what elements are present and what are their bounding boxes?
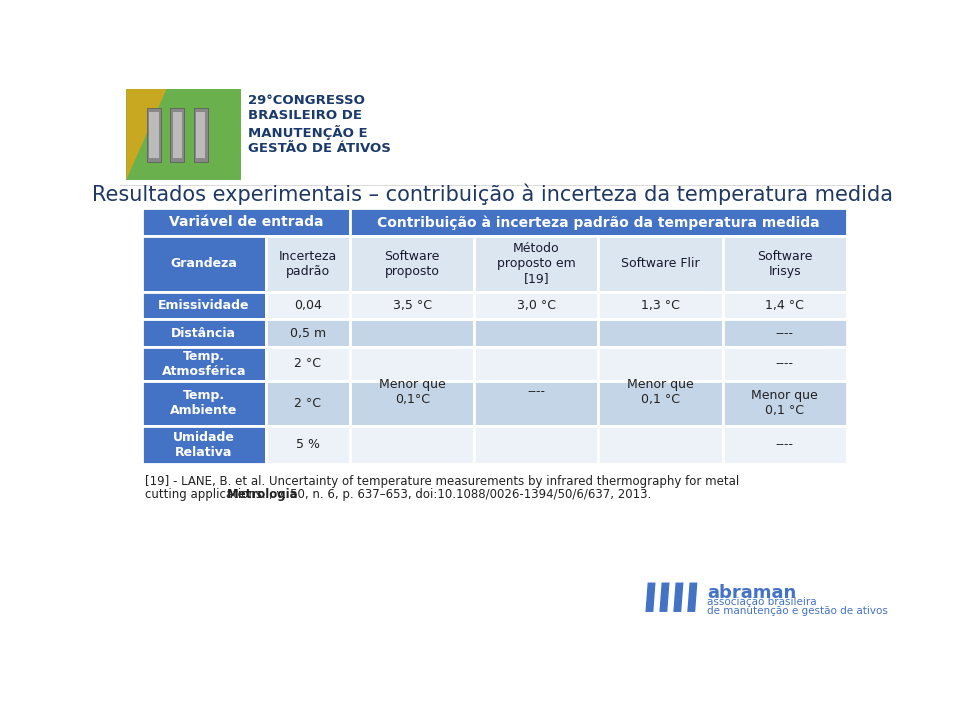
Text: Emissividade: Emissividade xyxy=(158,299,250,312)
Bar xyxy=(598,347,723,381)
Bar xyxy=(266,425,350,464)
Bar xyxy=(350,292,474,320)
Bar xyxy=(598,425,723,464)
Bar xyxy=(142,381,266,425)
Bar xyxy=(266,236,350,292)
Text: 1,3 °C: 1,3 °C xyxy=(641,299,680,312)
Bar xyxy=(723,425,847,464)
Text: Software Flir: Software Flir xyxy=(621,257,700,271)
Bar xyxy=(173,112,182,158)
Bar xyxy=(598,236,723,292)
Bar xyxy=(142,236,266,292)
Bar xyxy=(120,85,864,185)
Bar xyxy=(350,292,474,320)
Text: ----: ---- xyxy=(776,357,794,371)
Bar xyxy=(474,292,598,320)
Bar xyxy=(142,347,266,381)
Polygon shape xyxy=(659,582,670,613)
Polygon shape xyxy=(673,582,684,613)
Bar xyxy=(350,236,474,292)
Bar xyxy=(723,236,847,292)
Bar xyxy=(142,425,266,464)
Text: de manutenção e gestão de ativos: de manutenção e gestão de ativos xyxy=(708,606,888,616)
Bar xyxy=(266,347,350,381)
Bar xyxy=(350,425,474,464)
Text: Temp.
Atmosférica: Temp. Atmosférica xyxy=(161,350,246,378)
Text: ----: ---- xyxy=(776,327,794,339)
Bar xyxy=(474,320,598,347)
Bar xyxy=(126,89,241,180)
Polygon shape xyxy=(126,89,166,180)
Bar xyxy=(350,320,474,347)
Bar xyxy=(142,292,266,320)
Bar xyxy=(474,292,598,320)
Bar xyxy=(474,347,598,381)
Text: Metrologia: Metrologia xyxy=(227,488,299,501)
Text: 29°CONGRESSO
BRASILEIRO DE
MANUTENÇÃO E
GESTÃO DE ÁTIVOS: 29°CONGRESSO BRASILEIRO DE MANUTENÇÃO E … xyxy=(248,94,391,155)
Text: Incerteza
padrão: Incerteza padrão xyxy=(278,250,337,278)
Text: cutting applications.: cutting applications. xyxy=(145,488,270,501)
Text: 0,04: 0,04 xyxy=(294,299,322,312)
Bar xyxy=(723,381,847,425)
Bar xyxy=(170,109,184,162)
Text: 2 °C: 2 °C xyxy=(295,357,322,371)
Bar xyxy=(350,381,474,425)
Bar xyxy=(598,292,723,320)
Text: Variável de entrada: Variável de entrada xyxy=(169,215,324,229)
Bar xyxy=(350,209,847,236)
Text: Método
proposto em
[19]: Método proposto em [19] xyxy=(497,242,576,285)
Text: abraman: abraman xyxy=(708,584,797,602)
Text: Software
Irisys: Software Irisys xyxy=(757,250,812,278)
Bar xyxy=(266,292,350,320)
Bar xyxy=(598,381,723,425)
Bar xyxy=(723,347,847,381)
Bar xyxy=(142,209,350,236)
Text: ----: ---- xyxy=(776,438,794,452)
Text: Grandeza: Grandeza xyxy=(170,257,237,271)
Bar xyxy=(194,109,207,162)
Bar xyxy=(598,320,723,347)
Text: , v. 50, n. 6, p. 637–653, doi:10.1088/0026-1394/50/6/637, 2013.: , v. 50, n. 6, p. 637–653, doi:10.1088/0… xyxy=(269,488,652,501)
Text: ----: ---- xyxy=(527,385,545,398)
Text: Menor que
0,1°C: Menor que 0,1°C xyxy=(379,378,445,405)
Text: 3,0 °C: 3,0 °C xyxy=(516,299,556,312)
Bar xyxy=(474,236,598,292)
Text: 2 °C: 2 °C xyxy=(295,397,322,410)
Bar xyxy=(723,320,847,347)
Text: 0,5 m: 0,5 m xyxy=(290,327,326,339)
Bar xyxy=(350,347,474,381)
Bar xyxy=(150,112,158,158)
Bar xyxy=(196,112,205,158)
Text: 3,5 °C: 3,5 °C xyxy=(393,299,432,312)
Text: 1,4 °C: 1,4 °C xyxy=(765,299,804,312)
Polygon shape xyxy=(686,582,698,613)
Text: Umidade
Relativa: Umidade Relativa xyxy=(173,431,235,459)
Text: [19] - LANE, B. et al. Uncertainty of temperature measurements by infrared therm: [19] - LANE, B. et al. Uncertainty of te… xyxy=(145,475,739,488)
Bar xyxy=(266,381,350,425)
Text: Software
proposto: Software proposto xyxy=(384,250,440,278)
Text: 5 %: 5 % xyxy=(296,438,320,452)
Bar xyxy=(474,381,598,425)
Text: Contribuição à incerteza padrão da temperatura medida: Contribuição à incerteza padrão da tempe… xyxy=(377,215,820,229)
Text: associação brasileira: associação brasileira xyxy=(708,597,817,607)
Bar xyxy=(142,320,266,347)
Bar xyxy=(266,320,350,347)
Polygon shape xyxy=(645,582,657,613)
Text: Menor que
0,1 °C: Menor que 0,1 °C xyxy=(627,378,694,405)
Bar xyxy=(598,292,723,320)
Bar xyxy=(147,109,161,162)
Text: Temp.
Ambiente: Temp. Ambiente xyxy=(170,389,237,417)
Text: Distância: Distância xyxy=(171,327,236,339)
Bar xyxy=(723,292,847,320)
Text: Resultados experimentais – contribuição à incerteza da temperatura medida: Resultados experimentais – contribuição … xyxy=(91,184,893,205)
Text: Menor que
0,1 °C: Menor que 0,1 °C xyxy=(752,389,818,417)
Bar xyxy=(474,425,598,464)
